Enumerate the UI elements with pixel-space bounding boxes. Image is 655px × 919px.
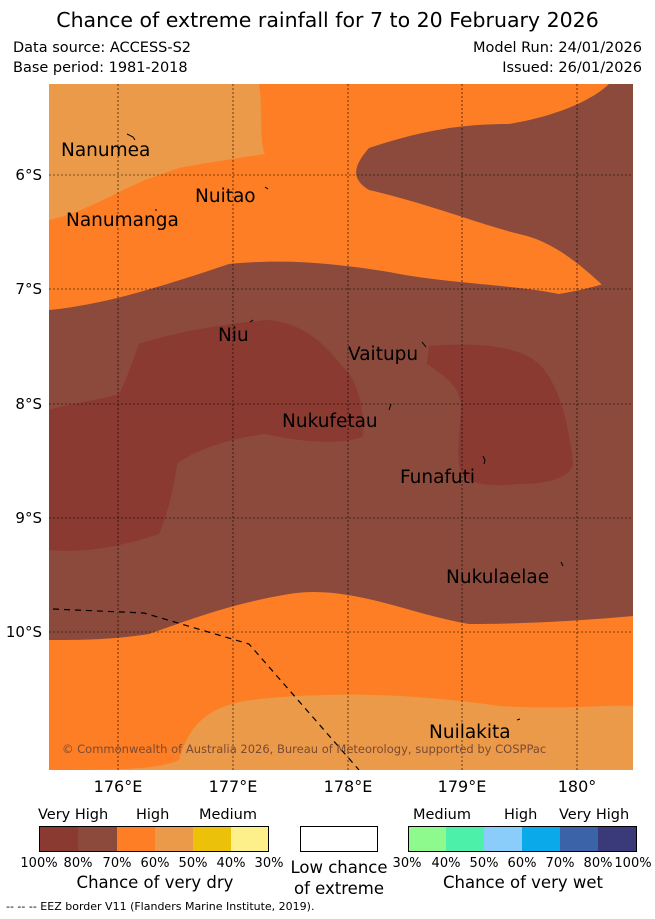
lon-label-178e: 178°E bbox=[323, 777, 373, 796]
place-nuilakita: Nuilakita bbox=[429, 722, 511, 743]
wet-swatch-50-60 bbox=[484, 826, 522, 852]
eez-border bbox=[52, 608, 360, 771]
lon-label-179e: 179°E bbox=[437, 777, 487, 796]
wet-pct-60: 60% bbox=[507, 856, 537, 871]
dry-pct-40: 40% bbox=[216, 856, 246, 871]
dry-pct-50: 50% bbox=[178, 856, 208, 871]
wet-pct-40: 40% bbox=[431, 856, 461, 871]
low-chance-caption-1: Low chance bbox=[290, 858, 388, 877]
dry-label-very-high: Very High bbox=[38, 807, 109, 823]
low-chance-caption-2: of extreme bbox=[293, 879, 385, 898]
map-title: Chance of extreme rainfall for 7 to 20 F… bbox=[56, 8, 599, 32]
lon-label-176e: 176°E bbox=[93, 777, 143, 796]
eez-footnote: -- -- -- EEZ border V11 (Flanders Marine… bbox=[6, 900, 315, 913]
wet-swatch-80-100 bbox=[598, 826, 637, 852]
lon-label-177e: 177°E bbox=[208, 777, 258, 796]
lon-label-180: 180° bbox=[557, 777, 597, 796]
data-source: Data source: ACCESS-S2 bbox=[13, 40, 192, 56]
dry-swatch-80-70 bbox=[78, 826, 117, 852]
place-vaitupu: Vaitupu bbox=[348, 344, 419, 365]
dry-swatch-70-60 bbox=[117, 826, 155, 852]
region-very-high-dry-core-east bbox=[427, 344, 573, 486]
issued-date: Issued: 26/01/2026 bbox=[502, 60, 642, 76]
lat-label-7s: 7°S bbox=[15, 280, 42, 298]
lat-label-8s: 8°S bbox=[15, 395, 42, 413]
place-nukufetau: Nukufetau bbox=[282, 411, 378, 432]
map-canvas bbox=[49, 84, 633, 771]
lat-label-10s: 10°S bbox=[5, 623, 42, 641]
place-nuitao: Nuitao bbox=[195, 186, 256, 207]
dry-swatch-50-40 bbox=[193, 826, 231, 852]
island-marks bbox=[126, 133, 564, 721]
place-niu: Niu bbox=[218, 325, 249, 346]
place-nanumanga: Nanumanga bbox=[66, 210, 179, 231]
wet-pct-100: 100% bbox=[614, 856, 652, 871]
lat-label-9s: 9°S bbox=[15, 509, 42, 527]
region-very-high-dry-ne bbox=[356, 84, 633, 314]
dry-pct-80: 80% bbox=[63, 856, 93, 871]
wet-swatch-60-70 bbox=[522, 826, 560, 852]
dry-label-high: High bbox=[136, 807, 170, 823]
wet-label-medium: Medium bbox=[413, 807, 471, 823]
dry-caption: Chance of very dry bbox=[76, 873, 234, 892]
wet-label-very-high: Very High bbox=[559, 807, 630, 823]
wet-caption: Chance of very wet bbox=[443, 873, 603, 892]
region-medium-dry-bottom bbox=[49, 694, 633, 770]
wet-swatch-30-40 bbox=[408, 826, 446, 852]
graticule bbox=[49, 84, 633, 770]
place-nanumea: Nanumea bbox=[61, 140, 151, 161]
dry-pct-70: 70% bbox=[102, 856, 132, 871]
dry-label-medium: Medium bbox=[199, 807, 257, 823]
wet-pct-80: 80% bbox=[583, 856, 613, 871]
region-medium-dry-top bbox=[49, 84, 265, 220]
wet-label-high: High bbox=[504, 807, 538, 823]
region-very-high-dry-core-west bbox=[49, 320, 364, 551]
wet-pct-70: 70% bbox=[545, 856, 575, 871]
model-run: Model Run: 24/01/2026 bbox=[472, 40, 642, 56]
dry-pct-100: 100% bbox=[20, 856, 58, 871]
low-chance-swatch bbox=[300, 826, 378, 852]
wet-swatch-70-80 bbox=[560, 826, 598, 852]
base-period: Base period: 1981-2018 bbox=[13, 60, 188, 76]
dry-pct-60: 60% bbox=[140, 856, 170, 871]
dry-swatch-100-80 bbox=[39, 826, 78, 852]
forecast-map: Nanumea Nuitao Nanumanga Niu Vaitupu Nuk… bbox=[49, 84, 633, 771]
wet-pct-30: 30% bbox=[392, 856, 422, 871]
dry-swatch-40-30 bbox=[231, 826, 269, 852]
dry-swatch-60-50 bbox=[155, 826, 193, 852]
place-nukulaelae: Nukulaelae bbox=[446, 567, 550, 588]
wet-pct-50: 50% bbox=[469, 856, 499, 871]
dry-pct-30: 30% bbox=[254, 856, 284, 871]
lat-label-6s: 6°S bbox=[15, 166, 42, 184]
copyright-notice: © Commonwealth of Australia 2026, Bureau… bbox=[62, 742, 547, 756]
wet-swatch-40-50 bbox=[446, 826, 484, 852]
place-funafuti: Funafuti bbox=[400, 467, 476, 488]
